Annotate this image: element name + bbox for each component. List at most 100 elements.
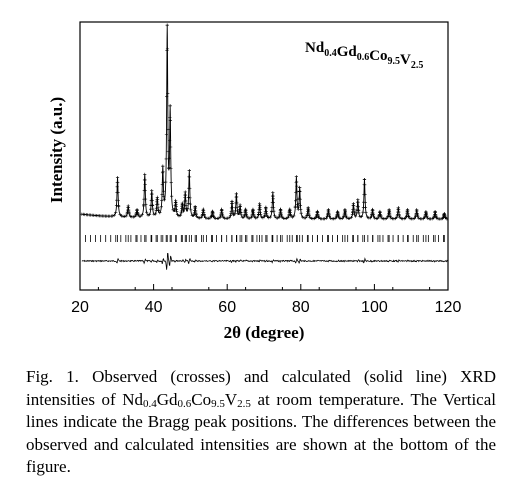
observed-point — [293, 204, 297, 208]
observed-point — [194, 213, 198, 217]
observed-point — [389, 216, 393, 220]
observed-point — [143, 188, 147, 193]
observed-point — [252, 214, 256, 218]
observed-point — [116, 203, 121, 207]
observed-point — [160, 199, 164, 203]
observed-point — [150, 198, 154, 203]
observed-point — [306, 207, 311, 211]
observed-point — [131, 215, 135, 219]
observed-point — [229, 209, 233, 213]
observed-point — [146, 213, 150, 217]
observed-point — [235, 195, 239, 199]
caption-formula-subscript: 9.5 — [211, 397, 225, 410]
x-tick-label: 40 — [145, 299, 163, 316]
observed-point — [168, 104, 172, 108]
observed-point — [354, 214, 358, 218]
x-axis-ticks — [79, 284, 449, 290]
observed-point — [168, 139, 172, 143]
observed-point — [145, 210, 149, 214]
observed-point — [356, 205, 360, 209]
observed-point — [187, 175, 192, 179]
observed-point — [397, 214, 401, 218]
observed-point — [168, 116, 172, 120]
bragg-peak-markers — [85, 235, 445, 242]
observed-point — [184, 203, 188, 208]
observed-point — [116, 190, 120, 194]
observed-point — [112, 213, 116, 217]
observed-point — [363, 200, 367, 204]
observed-point — [116, 181, 120, 185]
formula-subscript: 0.6 — [357, 52, 370, 63]
observed-point — [178, 213, 183, 217]
observed-point — [396, 207, 401, 211]
observed-point — [271, 200, 275, 205]
observed-point — [425, 215, 429, 219]
observed-point — [406, 214, 411, 218]
observed-point — [329, 216, 333, 220]
x-tick-label: 60 — [218, 299, 236, 316]
observed-point — [174, 201, 178, 205]
observed-point — [357, 211, 361, 215]
observed-point — [167, 156, 171, 160]
observed-point — [119, 214, 124, 218]
observed-point — [161, 164, 165, 168]
observed-point — [352, 203, 356, 208]
observed-point — [168, 119, 173, 123]
observed-point — [267, 216, 271, 220]
observed-point — [170, 194, 174, 198]
observed-point — [258, 204, 262, 208]
observed-point — [286, 215, 290, 220]
observed-point — [175, 210, 179, 214]
observed-point — [404, 216, 408, 220]
observed-point — [186, 201, 190, 205]
observed-point — [156, 202, 160, 206]
observed-point — [402, 217, 406, 221]
observed-point — [259, 212, 263, 216]
observed-point — [156, 208, 160, 212]
caption-text-b: at room temperature. The Vertical lines … — [26, 389, 496, 477]
observed-point — [188, 202, 192, 206]
observed-point — [337, 215, 341, 219]
observed-point — [227, 216, 231, 220]
observed-point — [122, 214, 127, 219]
observed-point — [164, 157, 168, 161]
x-tick-label: 120 — [435, 299, 462, 316]
observed-point — [150, 192, 154, 196]
observed-point — [388, 214, 392, 218]
observed-point — [295, 180, 299, 184]
observed-point — [150, 189, 154, 193]
observed-point — [164, 180, 168, 184]
observed-point — [361, 210, 365, 214]
observed-point — [162, 198, 166, 202]
observed-point — [161, 170, 165, 174]
observed-point — [295, 184, 299, 188]
observed-point — [230, 201, 234, 206]
observed-point — [307, 213, 311, 218]
observed-point — [169, 145, 173, 149]
observed-point — [139, 214, 143, 218]
observed-point — [143, 172, 147, 176]
caption-label: Fig. 1. — [26, 367, 79, 386]
figure-caption: Fig. 1. Observed (crosses) and calculate… — [26, 366, 496, 479]
observed-point — [298, 190, 302, 194]
observed-point — [297, 205, 301, 209]
observed-point — [126, 205, 131, 209]
observed-point — [299, 211, 303, 215]
observed-point — [284, 216, 289, 220]
observed-point — [166, 150, 170, 154]
observed-point — [395, 215, 399, 219]
observed-point — [298, 197, 302, 201]
observed-point — [174, 204, 178, 209]
observed-point — [208, 216, 212, 220]
observed-point — [154, 206, 159, 210]
observed-point — [164, 132, 169, 136]
observed-point — [230, 206, 235, 210]
observed-point — [187, 169, 191, 173]
observed-point — [348, 216, 352, 220]
observed-point — [235, 201, 239, 205]
observed-point — [162, 194, 166, 198]
observed-point — [271, 191, 275, 195]
observed-point — [297, 202, 301, 206]
observed-point — [364, 210, 368, 214]
observed-point — [183, 190, 187, 194]
